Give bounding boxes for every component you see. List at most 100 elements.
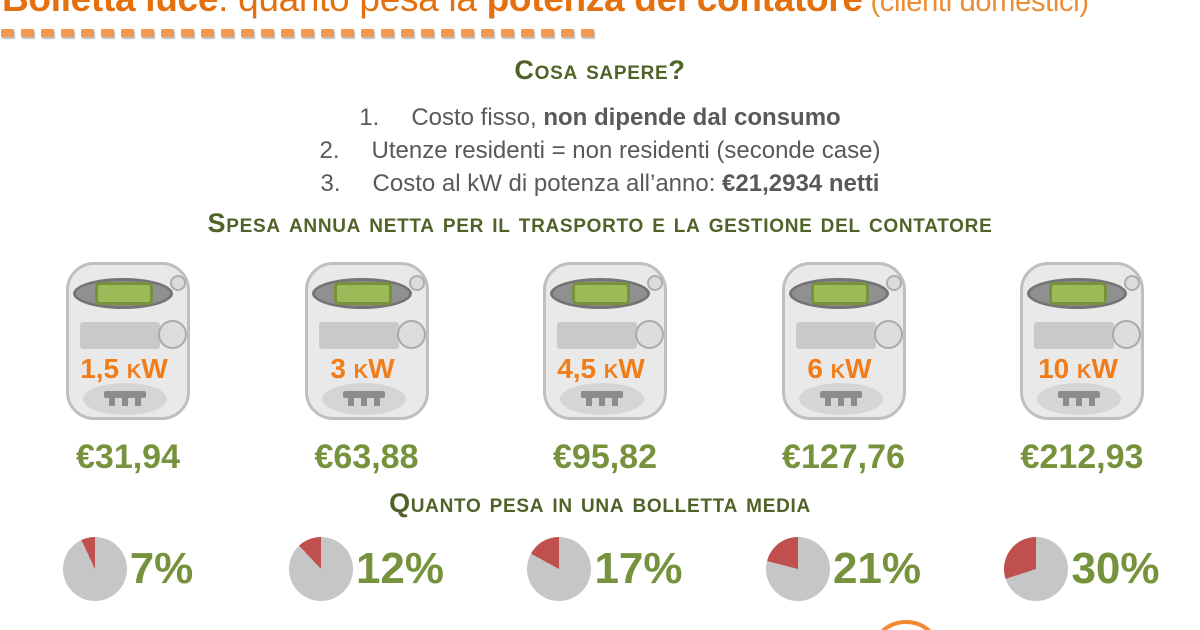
meters-row: 1,5 kW €31,94 3 kW €63,88: [43, 262, 1167, 477]
meter-terminals-icon: [342, 391, 385, 406]
dash: [321, 29, 334, 37]
dash: [361, 29, 374, 37]
meter-button: [873, 320, 903, 349]
circle-arc-decoration: [869, 620, 943, 630]
pie-chart: [527, 537, 592, 601]
meter-terminal-cover: [83, 383, 167, 415]
section-heading-quanto-pesa: Quanto pesa in una bolletta media: [389, 488, 811, 518]
dash: [341, 29, 354, 37]
meter-button: [396, 320, 426, 349]
meter-label-plate: [1034, 322, 1114, 349]
meter-icon: 10 kW: [1020, 262, 1144, 420]
pie-percent-label: 12%: [355, 544, 445, 593]
dash: [461, 29, 474, 37]
pie-column-2: 12%: [282, 537, 452, 601]
info-list: 1. Costo fisso, non dipende dal consumo 2…: [0, 101, 1200, 200]
annual-cost-value: €63,88: [314, 438, 419, 476]
meter-button: [158, 320, 187, 349]
dash: [101, 29, 114, 37]
meter-power-label: 4,5 kW: [557, 353, 645, 384]
info-item-text: Costo fisso,: [411, 104, 544, 131]
dash: [221, 29, 234, 37]
info-item-text: Utenze residenti = non residenti (second…: [371, 137, 881, 164]
meter-icon: 1,5 kW: [66, 262, 190, 420]
dash: [301, 29, 314, 37]
page-title: Bolletta luce: quanto pesa la potenza de…: [2, 0, 1089, 20]
meter-power-label: 1,5 kW: [80, 353, 168, 384]
meter-icon: 4,5 kW: [543, 262, 667, 420]
dash: [261, 29, 274, 37]
meter-terminals-icon: [581, 391, 623, 406]
dash: [381, 29, 394, 37]
dash: [161, 29, 174, 37]
dash: [421, 29, 434, 37]
meter-screen: [572, 282, 630, 305]
pie-percent-label: 7%: [129, 544, 194, 593]
dash: [281, 29, 294, 37]
meter-led: [408, 275, 425, 291]
dashed-divider: [1, 29, 594, 37]
title-bold-lead: Bolletta luce: [2, 0, 218, 19]
meter-label-plate: [80, 322, 160, 349]
meter-terminals-icon: [819, 391, 862, 406]
dash: [1, 29, 14, 37]
pie-chart-group: 21%: [765, 537, 921, 601]
pie-chart-group: 30%: [1004, 537, 1160, 601]
meter-screen: [810, 282, 869, 305]
meter-label-plate: [318, 322, 399, 349]
dash: [441, 29, 454, 37]
info-item-1: 1. Costo fisso, non dipende dal consumo: [0, 101, 1200, 134]
dash: [561, 29, 574, 37]
meter-terminal-cover: [1037, 383, 1121, 415]
meter-icon: 3 kW: [304, 262, 429, 420]
pie-percent-label: 17%: [594, 544, 683, 593]
meter-terminals-icon: [104, 391, 146, 406]
section-heading-cosa-sapere: Cosa sapere?: [514, 55, 686, 85]
meter-led: [647, 275, 663, 291]
meter-label-plate: [795, 322, 876, 349]
info-item-2: 2. Utenze residenti = non residenti (seco…: [0, 134, 1200, 167]
meter-power-label: 10 kW: [1038, 353, 1118, 384]
pie-percent-label: 30%: [1071, 544, 1160, 593]
meter-led: [885, 275, 902, 291]
pie-chart: [62, 537, 127, 601]
meter-power-label: 6 kW: [807, 353, 872, 384]
meter-screen: [333, 282, 392, 305]
pie-chart: [288, 537, 353, 601]
info-item-number: 3.: [320, 170, 341, 197]
dash: [481, 29, 494, 37]
pie-chart-group: 7%: [62, 537, 194, 601]
dash: [61, 29, 74, 37]
info-item-3: 3. Costo al kW di potenza all’anno: €21,2…: [0, 167, 1200, 200]
dash: [21, 29, 34, 37]
meter-column-4: 6 kW €127,76: [759, 262, 929, 477]
pie-column-1: 7%: [43, 537, 213, 601]
title-regular: : quanto pesa la: [218, 0, 487, 19]
meter-column-1: 1,5 kW €31,94: [43, 262, 213, 477]
dash: [121, 29, 134, 37]
meter-screen: [1049, 282, 1107, 305]
dash: [521, 29, 534, 37]
info-item-bold-text: non dipende dal consumo: [543, 104, 841, 131]
pie-chart: [765, 537, 830, 601]
meter-terminal-cover: [321, 383, 406, 415]
title-audience-note: (clienti domestici): [862, 0, 1089, 18]
meter-label-plate: [557, 322, 637, 349]
meter-column-5: 10 kW €212,93: [997, 262, 1167, 477]
annual-cost-value: €212,93: [1020, 438, 1144, 476]
dash: [401, 29, 414, 37]
meter-column-2: 3 kW €63,88: [282, 262, 452, 477]
dash: [81, 29, 94, 37]
pie-column-5: 30%: [997, 537, 1167, 601]
meter-led: [1124, 275, 1140, 291]
dash: [241, 29, 254, 37]
info-item-number: 1.: [359, 104, 380, 131]
section-heading-spesa-annua: Spesa annua netta per il trasporto e la …: [207, 208, 993, 238]
meter-terminal-cover: [798, 383, 883, 415]
meter-icon: 6 kW: [781, 262, 906, 420]
meter-screen: [95, 282, 153, 305]
meter-terminals-icon: [1058, 391, 1100, 406]
info-item-bold-text: €21,2934 netti: [722, 170, 880, 197]
meter-terminal-cover: [560, 383, 644, 415]
